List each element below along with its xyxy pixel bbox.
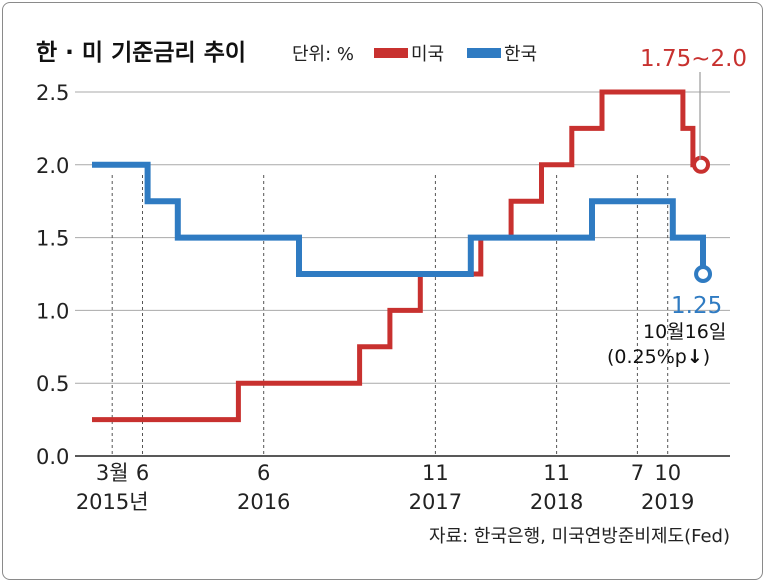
legend-swatch-us [374,48,408,58]
x-tick-year: 2016 [237,490,290,514]
x-tick-year: 2015년 [76,490,149,514]
x-tick-year: 2019 [641,490,694,514]
series-line-kr [92,161,706,277]
x-axis: 3월 2015년 6 6 2016 11 2017 11 2018 7 10 2019 [76,461,695,514]
legend-label-us: 미국 [411,44,444,65]
end-marker-us [692,155,711,174]
x-tick-month: 7 [631,461,644,485]
unit-label: 단위: % [292,44,354,65]
series-line-us [92,89,701,423]
kr-date-label: 10월16일 [643,321,726,343]
kr-change-text: (0.25%p [607,346,687,368]
y-tick-label: 0.5 [36,372,69,396]
x-tick-month: 11 [422,461,449,485]
x-tick-year: 2017 [409,490,462,514]
x-tick-month: 3월 [96,461,129,485]
us-latest-label: 1.75~2.0 [640,46,747,72]
legend-label-kr: 한국 [504,44,537,65]
down-arrow-icon: ↓ [687,346,703,368]
x-tick-month: 10 [654,461,681,485]
y-tick-label: 1.5 [36,227,69,251]
x-tick-year: 2018 [530,490,583,514]
end-marker-kr [694,265,713,283]
y-tick-label: 2.5 [36,81,69,105]
source-label: 자료: 한국은행, 미국연방준비제도(Fed) [429,526,730,547]
y-axis: 0.0 0.5 1.0 1.5 2.0 2.5 [36,81,69,469]
kr-change-label: (0.25%p↓) [607,346,710,368]
kr-change-close: ) [703,346,710,368]
x-tick-month: 6 [136,461,149,485]
y-tick-label: 0.0 [36,445,69,469]
x-tick-month: 11 [543,461,570,485]
x-tick-month: 6 [257,461,270,485]
legend-swatch-kr [467,48,501,58]
chart-title: 한 · 미 기준금리 추이 [36,40,246,66]
y-tick-label: 2.0 [36,154,69,178]
kr-latest-label: 1.25 [671,293,722,319]
series-layer [92,89,713,423]
y-tick-label: 1.0 [36,299,69,323]
legend: 미국 한국 [374,44,537,65]
